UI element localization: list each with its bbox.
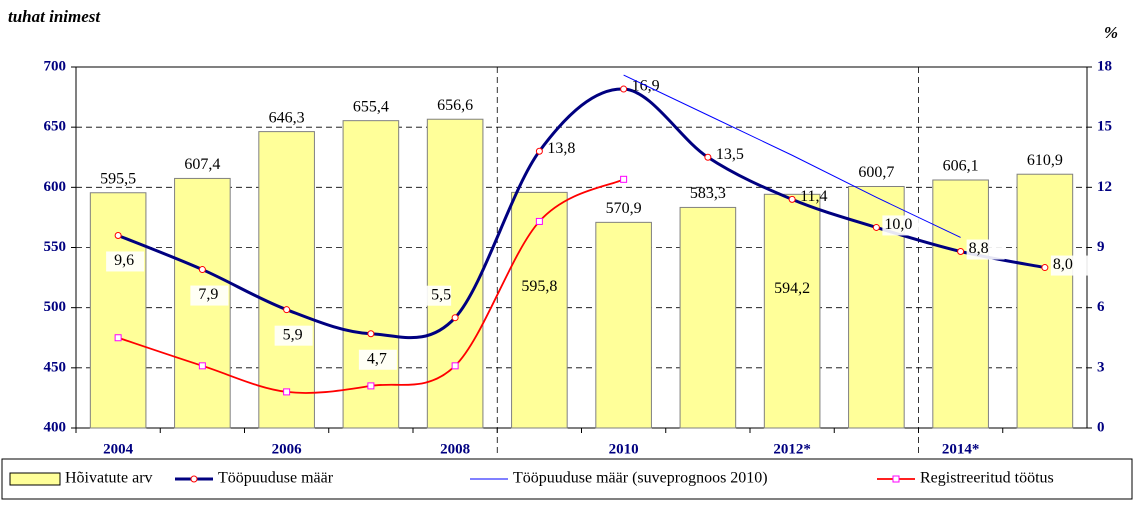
y2-tick-label: 9 bbox=[1097, 239, 1105, 255]
line-value-label: 9,6 bbox=[114, 252, 134, 269]
point bbox=[788, 195, 796, 203]
y2-tick-label: 6 bbox=[1097, 299, 1105, 315]
bar-value-label: 655,4 bbox=[353, 98, 389, 115]
y2-tick-label: 18 bbox=[1097, 58, 1112, 74]
bar bbox=[679, 206, 737, 429]
bar bbox=[595, 221, 652, 429]
y-tick-label: 400 bbox=[44, 419, 67, 435]
line-value-label: 4,7 bbox=[367, 350, 387, 367]
y2-tick-label: 3 bbox=[1097, 359, 1105, 375]
bar bbox=[342, 120, 400, 429]
legend-label: Registreeritud töötus bbox=[920, 470, 1054, 487]
y-tick-label: 700 bbox=[44, 58, 67, 74]
point bbox=[451, 362, 459, 370]
line-value-label: 11,4 bbox=[800, 188, 827, 205]
bar bbox=[511, 191, 568, 429]
line-value-label: 8,0 bbox=[1053, 256, 1073, 273]
line-value-label: 8,8 bbox=[969, 240, 989, 257]
point bbox=[367, 382, 375, 390]
line-value-label: 5,9 bbox=[283, 326, 303, 343]
point bbox=[114, 231, 122, 239]
bar-value-label: 595,8 bbox=[521, 278, 557, 295]
point bbox=[367, 330, 375, 338]
label-bg bbox=[1050, 255, 1089, 276]
y2-tick-label: 0 bbox=[1097, 419, 1105, 435]
line-value-label: 10,0 bbox=[884, 216, 912, 233]
line-value-label: 13,5 bbox=[716, 146, 744, 163]
y2-tick-label: 12 bbox=[1097, 179, 1112, 195]
point bbox=[620, 175, 628, 183]
legend-label: Hõivatute arv bbox=[65, 470, 153, 487]
legend-label: Tööpuuduse määr bbox=[218, 470, 334, 487]
point bbox=[535, 147, 543, 155]
bar-value-label: 583,3 bbox=[690, 185, 726, 202]
legend-swatch bbox=[9, 472, 61, 486]
bar bbox=[1016, 173, 1074, 429]
y-tick-label: 550 bbox=[44, 239, 67, 255]
point bbox=[1041, 264, 1049, 272]
y-tick-label: 600 bbox=[44, 179, 67, 195]
line-value-label: 7,9 bbox=[198, 286, 218, 303]
y-tick-label: 450 bbox=[44, 359, 67, 375]
bar-value-label: 600,7 bbox=[858, 164, 894, 181]
label-bg bbox=[106, 251, 145, 272]
bar-value-label: 570,9 bbox=[606, 200, 642, 217]
point bbox=[198, 266, 206, 274]
bar-value-label: 606,1 bbox=[943, 158, 979, 175]
label-bg bbox=[274, 325, 313, 346]
point bbox=[957, 248, 965, 256]
y-tick-label: 500 bbox=[44, 299, 67, 315]
label-bg bbox=[190, 285, 229, 306]
legend-marker bbox=[892, 475, 900, 483]
bar-value-label: 610,9 bbox=[1027, 152, 1063, 169]
label-bg bbox=[358, 349, 397, 370]
bar-value-label: 646,3 bbox=[269, 109, 305, 126]
x-tick-label: 2014* bbox=[942, 441, 980, 457]
label-bg bbox=[966, 239, 1005, 260]
point bbox=[283, 388, 291, 396]
point bbox=[704, 153, 712, 161]
bar bbox=[258, 131, 315, 429]
line-value-label: 5,5 bbox=[431, 286, 451, 303]
point bbox=[535, 217, 543, 225]
bar bbox=[763, 193, 821, 429]
y2-tick-label: 15 bbox=[1097, 119, 1112, 135]
point bbox=[198, 362, 206, 370]
label-bg bbox=[882, 215, 921, 236]
y2-axis-label: % bbox=[1104, 23, 1118, 42]
x-tick-label: 2012* bbox=[773, 441, 811, 457]
point bbox=[620, 85, 628, 93]
bar-value-label: 607,4 bbox=[184, 156, 220, 173]
point bbox=[283, 306, 291, 314]
line-value-label: 13,8 bbox=[547, 140, 575, 157]
bar bbox=[89, 192, 147, 429]
line bbox=[623, 74, 961, 238]
y-tick-label: 650 bbox=[44, 119, 67, 135]
x-tick-label: 2004 bbox=[103, 441, 134, 457]
legend-label: Tööpuuduse määr (suveprognoos 2010) bbox=[513, 470, 768, 487]
bar-value-label: 595,5 bbox=[100, 170, 136, 187]
x-tick-label: 2006 bbox=[272, 441, 303, 457]
label-bg bbox=[413, 285, 452, 306]
point bbox=[451, 314, 459, 322]
legend-marker bbox=[190, 475, 198, 483]
bar bbox=[932, 179, 989, 429]
bar bbox=[426, 118, 484, 429]
x-tick-label: 2010 bbox=[609, 441, 639, 457]
point bbox=[872, 223, 880, 231]
point bbox=[114, 334, 122, 342]
bar-value-label: 594,2 bbox=[774, 280, 810, 297]
bar-value-label: 656,6 bbox=[437, 97, 473, 114]
y-axis-label: tuhat inimest bbox=[8, 7, 101, 26]
x-tick-label: 2008 bbox=[440, 441, 470, 457]
